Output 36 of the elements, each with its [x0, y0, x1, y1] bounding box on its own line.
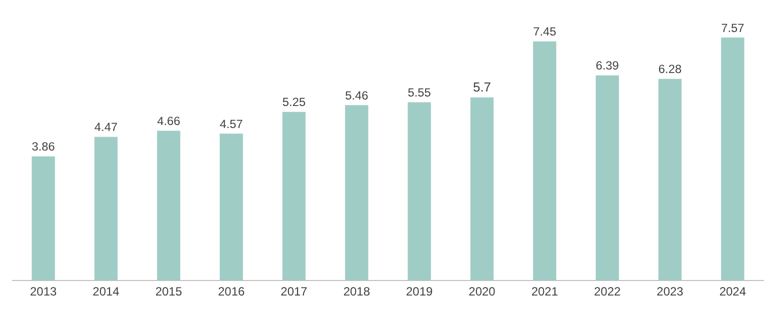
x-tick-label: 2018 — [343, 284, 370, 298]
data-label: 5.25 — [282, 95, 306, 110]
data-label: 3.86 — [32, 140, 56, 154]
bar — [345, 105, 368, 280]
data-label: 6.39 — [596, 58, 620, 73]
data-label: 6.28 — [658, 62, 682, 76]
x-tick-label: 2017 — [280, 284, 308, 298]
bar — [721, 38, 744, 280]
bar — [596, 75, 619, 280]
x-tick-label: 2019 — [406, 284, 433, 298]
bar — [470, 97, 494, 280]
bar — [220, 134, 243, 280]
bar — [408, 102, 431, 280]
x-tick-label: 2020 — [468, 284, 496, 298]
data-label: 4.66 — [157, 114, 181, 128]
data-label: 7.57 — [721, 20, 745, 35]
data-label: 5.55 — [408, 85, 432, 100]
data-label: 7.45 — [533, 24, 557, 39]
data-label: 4.47 — [94, 120, 118, 134]
data-label: 5.46 — [345, 88, 369, 102]
x-tick-label: 2013 — [30, 284, 57, 298]
x-tick-label: 2023 — [656, 284, 684, 298]
x-tick-label: 2015 — [155, 284, 182, 298]
x-tick-label: 2016 — [218, 284, 245, 298]
bar — [32, 156, 55, 280]
bar — [282, 112, 306, 280]
x-tick-label: 2022 — [594, 284, 621, 298]
x-tick-label: 2024 — [719, 284, 746, 298]
x-tick-label: 2014 — [92, 284, 120, 298]
bar — [658, 78, 682, 280]
data-label: 4.57 — [220, 116, 244, 131]
bar — [94, 136, 118, 280]
x-tick-label: 2021 — [531, 284, 558, 298]
bar — [533, 41, 556, 280]
bar — [157, 130, 180, 280]
data-label: 5.7 — [472, 79, 492, 94]
